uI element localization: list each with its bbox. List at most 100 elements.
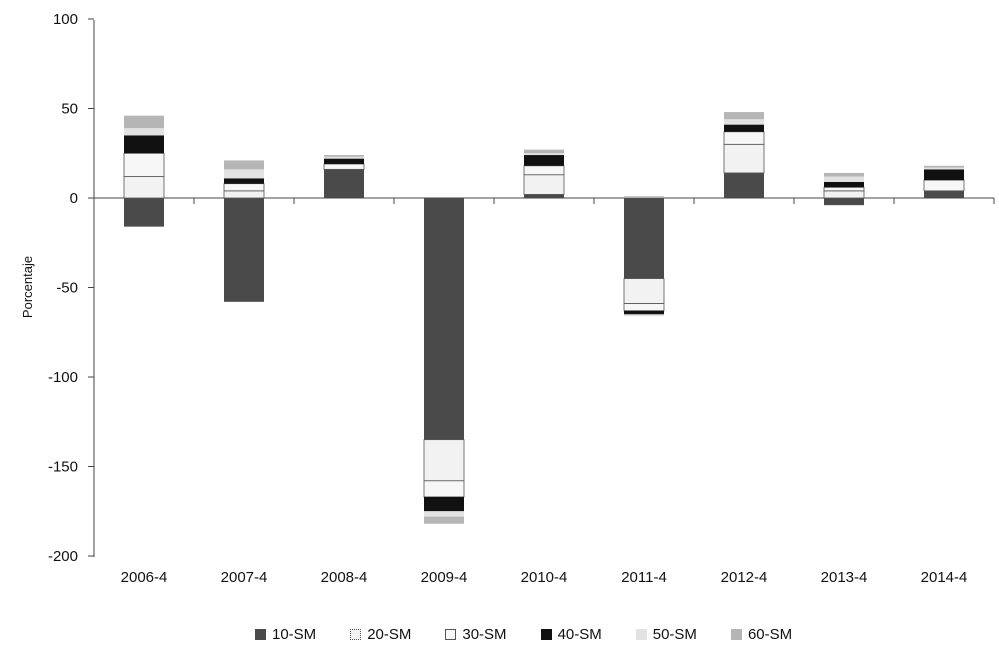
bar-stack-2014-4 (923, 165, 965, 198)
bar-segment-50-SM (324, 156, 364, 159)
bar-segment-50-SM (224, 169, 264, 179)
bar-segment-60-SM (424, 516, 464, 524)
bar-segment-50-SM (824, 176, 864, 182)
x-tick-label: 2012-4 (721, 569, 768, 586)
y-axis: 100 50 0 -50 -100 -150 -200 (48, 11, 95, 565)
y-axis-label: Porcentaje (20, 256, 35, 318)
bar-segment-10-SM (924, 190, 964, 198)
bar-segment-30-SM (423, 480, 465, 498)
bar-segment-60-SM (824, 172, 864, 177)
y-tick-label: -100 (48, 369, 78, 386)
y-tick-label: 100 (53, 11, 78, 28)
x-tick-label: 2011-4 (621, 569, 667, 586)
legend-item-50-SM: 50-SM (635, 626, 697, 643)
bar-segment-10-SM (324, 169, 364, 198)
bar-stack-2013-4 (823, 172, 865, 206)
legend-label: 60-SM (747, 626, 793, 643)
x-tick-label: 2013-4 (821, 569, 868, 586)
legend-swatch (540, 629, 552, 640)
x-tick-label: 2008-4 (321, 569, 368, 586)
bar-segment-10-SM (624, 198, 664, 279)
y-tick-label: -200 (48, 548, 78, 565)
bar-segment-50-SM (724, 119, 764, 125)
bar-segment-40-SM (624, 310, 664, 315)
bar-segment-60-SM (724, 112, 764, 120)
bar-segment-60-SM (224, 160, 264, 170)
legend-label: 20-SM (367, 626, 412, 643)
x-tick-label: 2006-4 (121, 569, 168, 586)
bar-segment-60-SM (324, 155, 364, 157)
bar-segment-30-SM (823, 186, 865, 192)
bar-segment-10-SM (824, 198, 864, 206)
bar-stack-2009-4 (423, 198, 465, 524)
bar-segment-20-SM (123, 176, 165, 199)
bar-segment-40-SM (124, 135, 164, 154)
legend-swatch (350, 629, 362, 640)
bars (123, 112, 965, 524)
bar-segment-40-SM (824, 181, 864, 188)
bar-segment-30-SM (623, 303, 665, 312)
bar-segment-30-SM (223, 183, 265, 192)
y-tick-label: -50 (56, 280, 78, 297)
bar-segment-10-SM (524, 194, 564, 198)
bar-segment-10-SM (424, 198, 464, 440)
y-tick-label: -150 (48, 459, 78, 476)
bar-segment-60-SM (924, 165, 964, 168)
bar-segment-30-SM (123, 152, 165, 177)
legend-label: 50-SM (652, 626, 697, 643)
bar-segment-20-SM (223, 190, 265, 199)
bar-segment-40-SM (724, 124, 764, 132)
bar-segment-50-SM (524, 153, 564, 156)
legend-swatch (255, 629, 266, 640)
bar-segment-50-SM (124, 128, 164, 136)
y-tick-label: 0 (70, 190, 78, 207)
legend-swatch (635, 629, 647, 640)
bar-segment-10-SM (224, 198, 264, 302)
legend-item-40-SM: 40-SM (540, 626, 602, 643)
legend-swatch (730, 629, 742, 640)
bar-stack-2007-4 (223, 160, 265, 302)
bar-segment-40-SM (424, 496, 464, 512)
bar-segment-50-SM (424, 511, 464, 517)
legend-label: 10-SM (272, 626, 317, 643)
bar-stack-2006-4 (123, 115, 165, 227)
x-tick-label: 2009-4 (421, 569, 468, 586)
y-tick-label: 50 (61, 101, 78, 118)
legend-label: 40-SM (557, 626, 602, 643)
x-tick-label: 2007-4 (221, 569, 268, 586)
bar-segment-10-SM (124, 198, 164, 227)
bar-segment-60-SM (524, 149, 564, 154)
legend-label: 30-SM (462, 626, 507, 643)
legend-item-30-SM: 30-SM (445, 626, 507, 643)
legend-swatch (445, 629, 457, 640)
x-tick-label: 2010-4 (521, 569, 568, 586)
bar-stack-2012-4 (723, 112, 765, 198)
bar-segment-20-SM (523, 174, 565, 195)
legend: 10-SM 20-SM 30-SM 40-SM 50-SM 60-SM (255, 626, 826, 643)
bar-segment-50-SM (924, 167, 964, 170)
bar-segment-60-SM (624, 196, 664, 198)
bar-segment-40-SM (924, 169, 964, 181)
bar-segment-30-SM (523, 165, 565, 176)
bar-segment-60-SM (124, 115, 164, 129)
bar-segment-20-SM (723, 143, 765, 174)
bar-stack-2011-4 (623, 196, 665, 317)
bar-segment-20-SM (423, 439, 465, 482)
bar-segment-30-SM (923, 179, 965, 192)
bar-segment-10-SM (724, 172, 764, 198)
bar-segment-30-SM (723, 131, 765, 145)
legend-item-60-SM: 60-SM (730, 626, 793, 643)
bar-segment-20-SM (823, 190, 865, 199)
x-tick-label: 2014-4 (921, 569, 968, 586)
bar-segment-20-SM (623, 278, 665, 305)
bar-segment-50-SM (624, 314, 664, 317)
bar-segment-40-SM (524, 155, 564, 166)
bar-segment-30-SM (323, 163, 365, 170)
bar-stack-2008-4 (323, 155, 365, 198)
legend-item-20-SM: 20-SM (350, 626, 411, 643)
legend-item-10-SM: 10-SM (255, 626, 316, 643)
bar-segment-40-SM (324, 158, 364, 164)
bar-stack-2010-4 (523, 149, 565, 198)
bar-segment-40-SM (224, 178, 264, 184)
